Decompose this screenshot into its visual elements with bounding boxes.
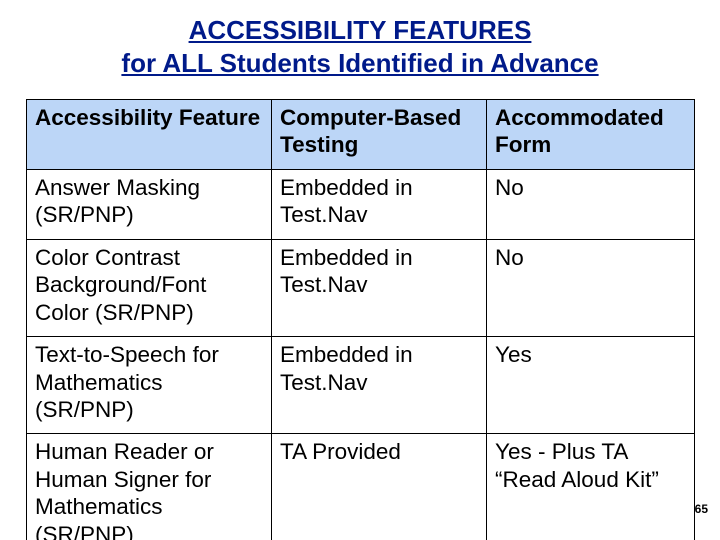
- title-line-2: for ALL Students Identified in Advance: [121, 48, 598, 78]
- cell-feature: Human Reader or Human Signer for Mathema…: [27, 434, 272, 540]
- table-row: Human Reader or Human Signer for Mathema…: [27, 434, 695, 540]
- table-header-row: Accessibility Feature Computer-Based Tes…: [27, 100, 695, 170]
- table-row: Answer Masking (SR/PNP) Embedded in Test…: [27, 169, 695, 239]
- col-header-feature: Accessibility Feature: [27, 100, 272, 170]
- table-row: Text-to-Speech for Mathematics (SR/PNP) …: [27, 337, 695, 434]
- slide-title: ACCESSIBILITY FEATURES for ALL Students …: [0, 0, 720, 85]
- cell-feature: Text-to-Speech for Mathematics (SR/PNP): [27, 337, 272, 434]
- features-table: Accessibility Feature Computer-Based Tes…: [26, 99, 695, 540]
- cell-cbt: Embedded in Test.Nav: [272, 169, 487, 239]
- cell-cbt: Embedded in Test.Nav: [272, 239, 487, 336]
- col-header-form: Accommodated Form: [487, 100, 695, 170]
- cell-feature: Answer Masking (SR/PNP): [27, 169, 272, 239]
- cell-cbt: TA Provided: [272, 434, 487, 540]
- page-number: 65: [695, 502, 708, 516]
- cell-form: No: [487, 169, 695, 239]
- cell-form: Yes - Plus TA “Read Aloud Kit”: [487, 434, 695, 540]
- title-line-1: ACCESSIBILITY FEATURES: [189, 15, 532, 45]
- table-row: Color Contrast Background/Font Color (SR…: [27, 239, 695, 336]
- cell-form: No: [487, 239, 695, 336]
- cell-cbt: Embedded in Test.Nav: [272, 337, 487, 434]
- cell-feature: Color Contrast Background/Font Color (SR…: [27, 239, 272, 336]
- cell-form: Yes: [487, 337, 695, 434]
- col-header-cbt: Computer-Based Testing: [272, 100, 487, 170]
